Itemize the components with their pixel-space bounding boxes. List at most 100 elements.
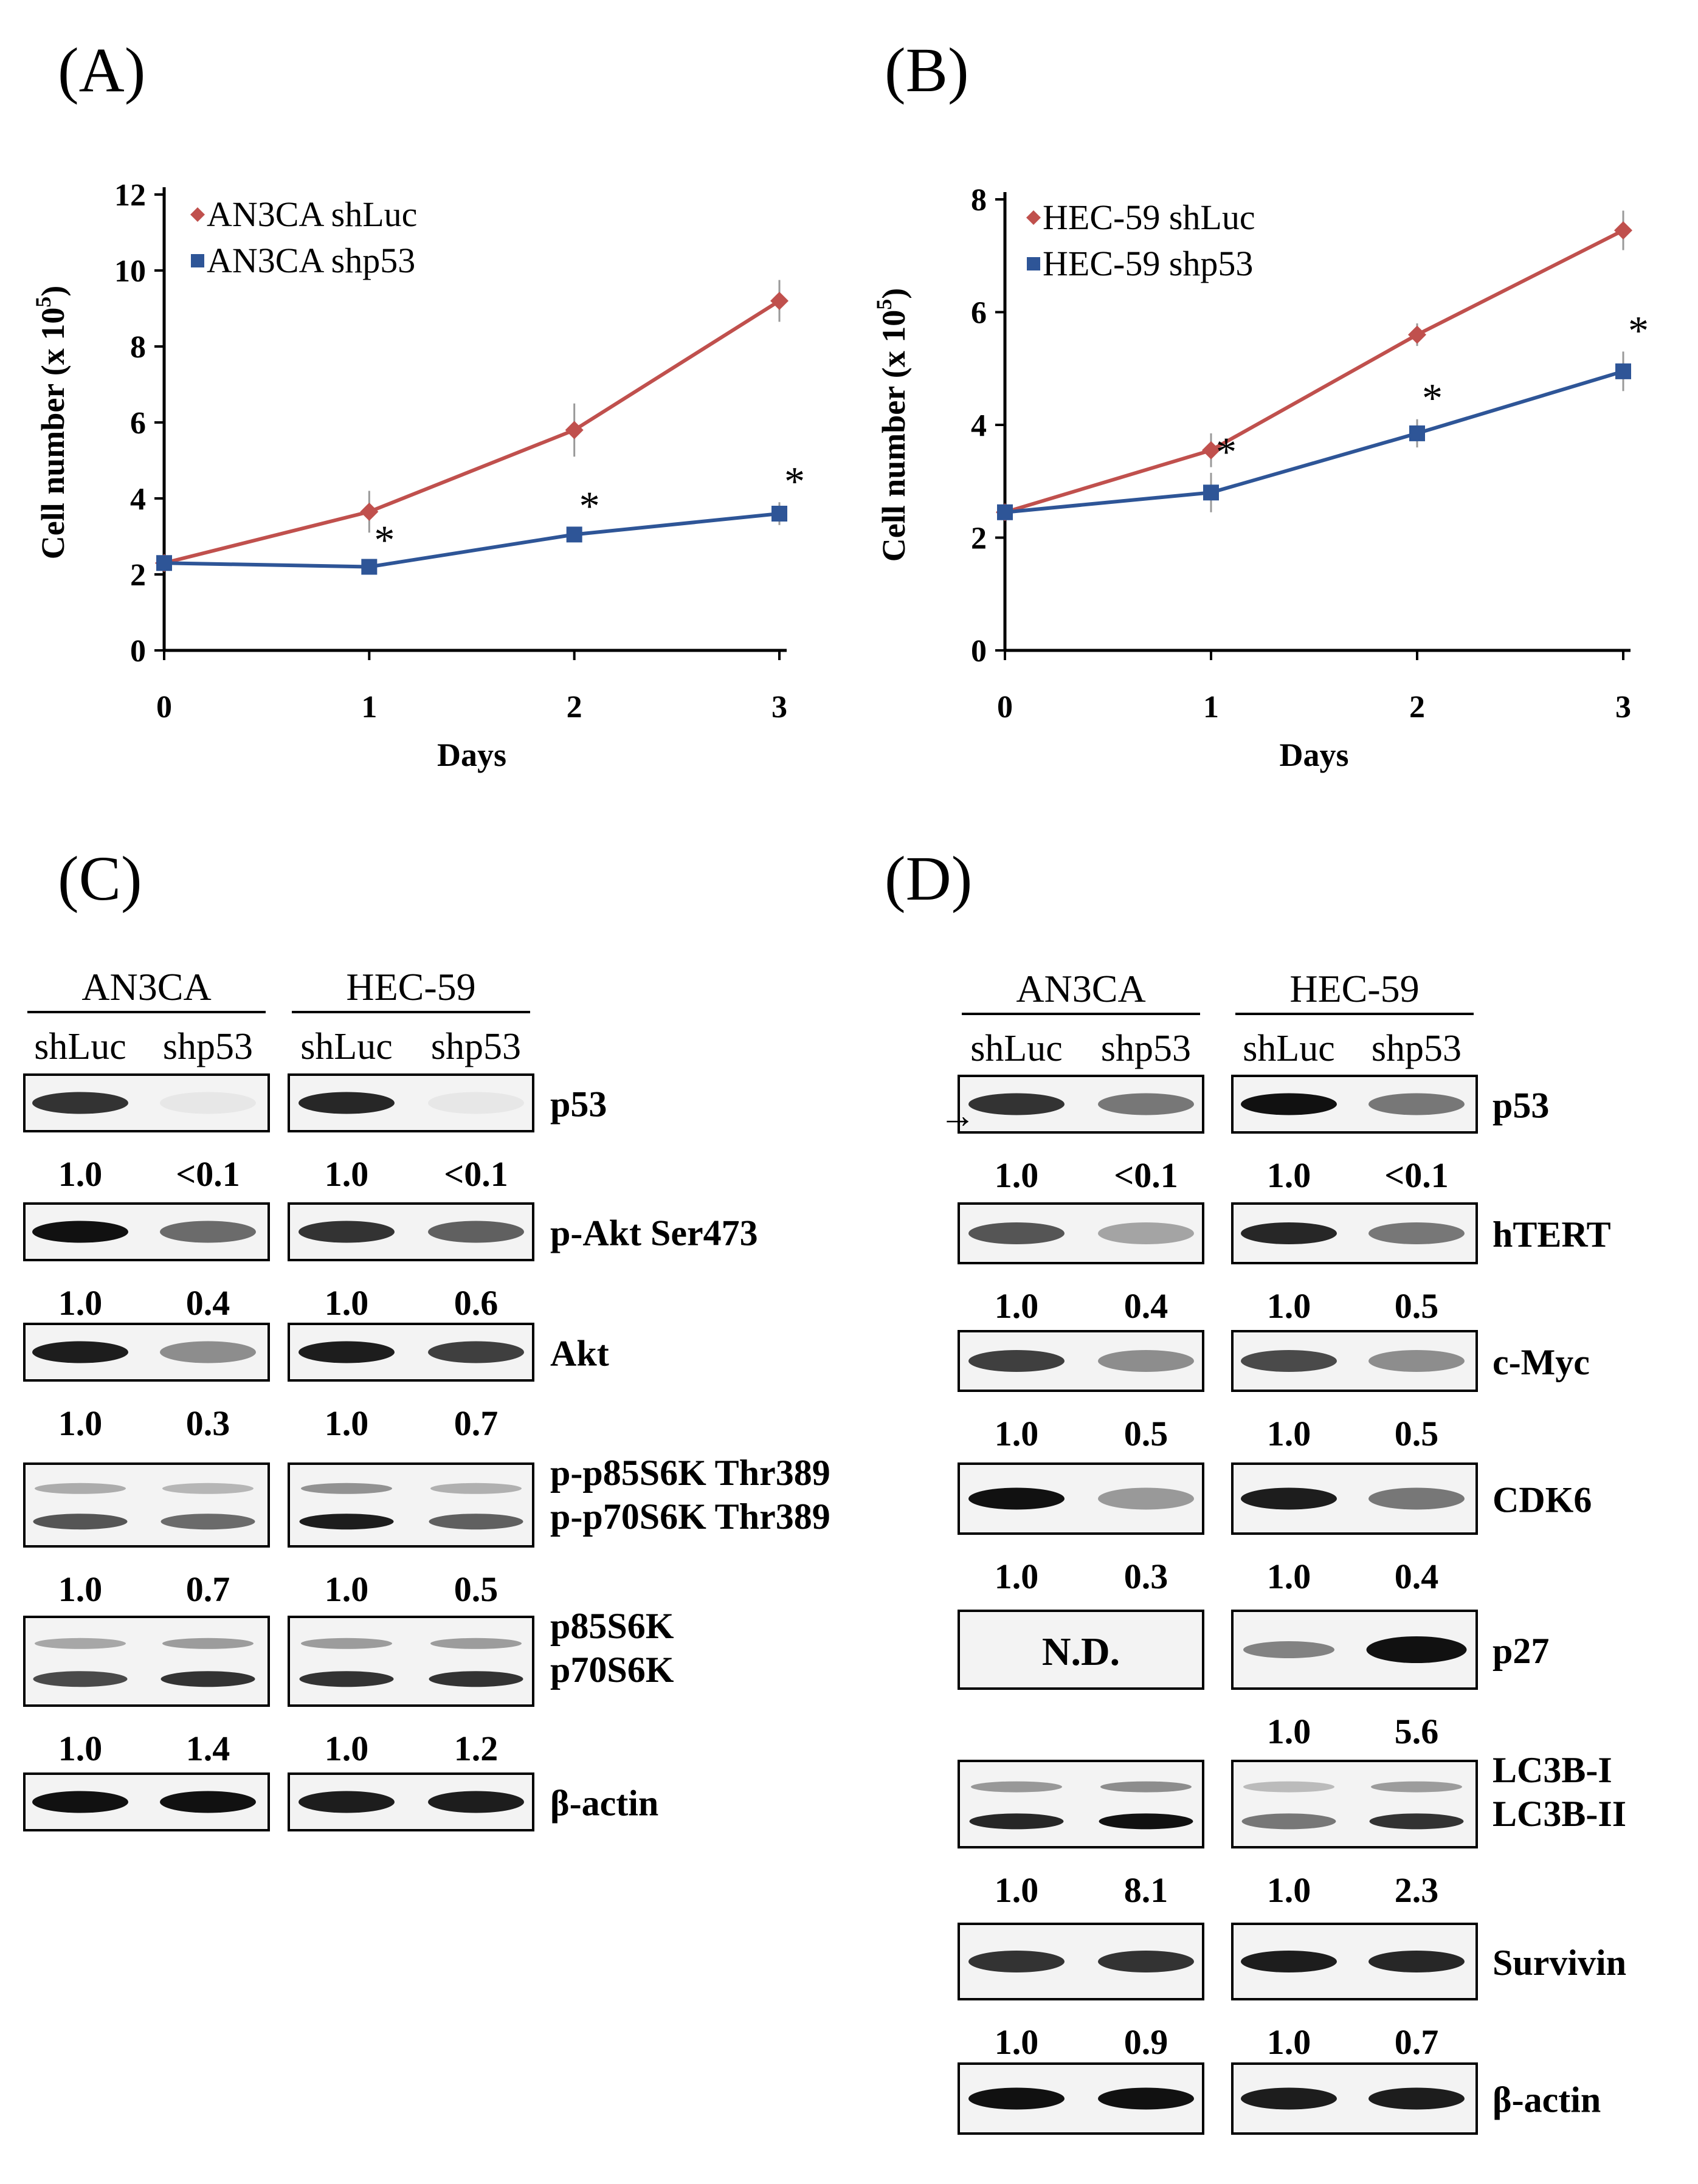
quantification-value: 0.7 — [186, 1569, 230, 1609]
blot-box — [958, 1760, 1204, 1848]
band — [299, 1791, 395, 1813]
quantification-value: 0.5 — [454, 1569, 499, 1609]
quantification-value: 1.0 — [995, 1557, 1039, 1596]
band-lower — [1241, 1813, 1336, 1830]
quantification-value: 0.6 — [454, 1283, 499, 1323]
band-upper — [971, 1781, 1062, 1793]
data-point-square — [771, 506, 787, 522]
cell-line-label: HEC-59 — [346, 965, 475, 1008]
quantification-value: 1.0 — [58, 1283, 103, 1323]
legend-marker-square — [1027, 257, 1040, 270]
data-point-diamond — [565, 421, 584, 439]
significance-asterisk: * — [1422, 375, 1443, 421]
x-tick-label: 2 — [567, 690, 582, 725]
band-lower — [1369, 1813, 1464, 1830]
x-tick-label: 2 — [1409, 690, 1425, 725]
data-point-square — [997, 504, 1013, 520]
band — [428, 1341, 524, 1363]
band-lower — [160, 1514, 255, 1530]
lane-label: shp53 — [431, 1026, 521, 1067]
band — [968, 1222, 1065, 1244]
quantification-value: 1.0 — [1267, 1286, 1311, 1326]
quantification-value: 1.0 — [325, 1729, 369, 1768]
band — [160, 1221, 256, 1243]
band — [968, 1951, 1065, 1972]
band — [1098, 1093, 1194, 1115]
quantification-value: 8.1 — [1124, 1870, 1168, 1910]
protein-label: p27 — [1493, 1631, 1549, 1671]
y-tick-label: 10 — [114, 254, 146, 289]
y-axis-label-end: ) — [875, 288, 912, 299]
x-tick-label: 3 — [771, 690, 787, 725]
y-tick-label: 6 — [971, 296, 987, 331]
band-upper — [35, 1638, 126, 1649]
band — [299, 1092, 395, 1114]
band-upper — [430, 1638, 522, 1649]
quantification-value: <0.1 — [176, 1154, 240, 1194]
quantification-value: 0.5 — [1395, 1414, 1439, 1453]
legend-marker-square — [191, 254, 204, 267]
quantification-value: 1.0 — [1267, 1156, 1311, 1195]
blot-box — [958, 1610, 1204, 1690]
y-tick-label: 2 — [971, 522, 987, 556]
data-point-square — [1203, 484, 1219, 501]
band-lower — [33, 1514, 128, 1530]
quantification-value: <0.1 — [444, 1154, 508, 1194]
band-lower — [160, 1671, 255, 1687]
band — [160, 1791, 256, 1813]
y-tick-label: 4 — [971, 408, 987, 443]
legend-label: HEC-59 shLuc — [1043, 198, 1255, 237]
quantification-value: 1.0 — [1267, 1712, 1311, 1751]
protein-label: p85S6K — [550, 1606, 674, 1646]
lane-label: shp53 — [1372, 1028, 1462, 1069]
band-upper — [301, 1483, 392, 1494]
quantification-value: 1.0 — [58, 1154, 103, 1194]
significance-asterisk: * — [784, 458, 805, 504]
band — [968, 1350, 1065, 1372]
quantification-value: 1.0 — [58, 1569, 103, 1609]
quantification-value: 0.7 — [454, 1404, 499, 1443]
x-tick-label: 1 — [1203, 690, 1219, 725]
lane-label: shLuc — [300, 1026, 393, 1067]
quantification-value: 0.5 — [1124, 1414, 1168, 1453]
protein-label: CDK6 — [1493, 1480, 1592, 1520]
protein-label: Survivin — [1493, 1943, 1626, 1983]
lane-label: shLuc — [1243, 1028, 1335, 1069]
series-line-1 — [1004, 370, 1624, 514]
band-lower — [33, 1671, 128, 1687]
band-lower — [299, 1514, 394, 1530]
quantification-value: 1.0 — [995, 1414, 1039, 1453]
y-tick-label: 0 — [971, 634, 987, 669]
blot-box — [288, 1462, 534, 1548]
band-upper — [162, 1483, 254, 1494]
quantification-value: 0.3 — [186, 1404, 230, 1443]
quantification-value: 1.0 — [325, 1154, 369, 1194]
quantification-value: 1.0 — [58, 1404, 103, 1443]
quantification-value: 1.0 — [995, 1870, 1039, 1910]
blot-box — [288, 1616, 534, 1707]
series-line-1 — [164, 512, 780, 569]
band-lower — [299, 1671, 394, 1687]
quantification-value: 1.2 — [454, 1729, 499, 1768]
lane-label: shp53 — [1101, 1028, 1191, 1069]
y-axis-label-end: ) — [35, 286, 71, 297]
band — [1098, 1350, 1194, 1372]
band-lower — [969, 1813, 1064, 1830]
protein-label: p-Akt Ser473 — [550, 1213, 758, 1253]
x-axis-label: Days — [437, 737, 506, 773]
lane-label: shLuc — [34, 1026, 126, 1067]
band — [32, 1221, 128, 1243]
significance-asterisk: * — [1628, 307, 1649, 353]
quantification-value: 0.3 — [1124, 1557, 1168, 1596]
band — [299, 1221, 395, 1243]
quantification-value: 1.0 — [1267, 2022, 1311, 2062]
panel-d-western-blot: (D) AN3CA HEC-59 shLuc shp53 shLuc shp53 p53 1.0… — [885, 844, 1626, 2135]
band — [428, 1221, 524, 1243]
band — [428, 1092, 524, 1114]
y-axis-label: Cell number (x 105) — [872, 288, 912, 562]
data-point-diamond — [1408, 325, 1426, 344]
panel-label: (D) — [885, 844, 972, 914]
y-tick-label: 8 — [971, 183, 987, 218]
band — [1241, 1093, 1337, 1115]
panel-c-western-blot: (C) AN3CA HEC-59 shLuc shp53 shLuc shp53 p53 1.0… — [23, 844, 830, 1831]
